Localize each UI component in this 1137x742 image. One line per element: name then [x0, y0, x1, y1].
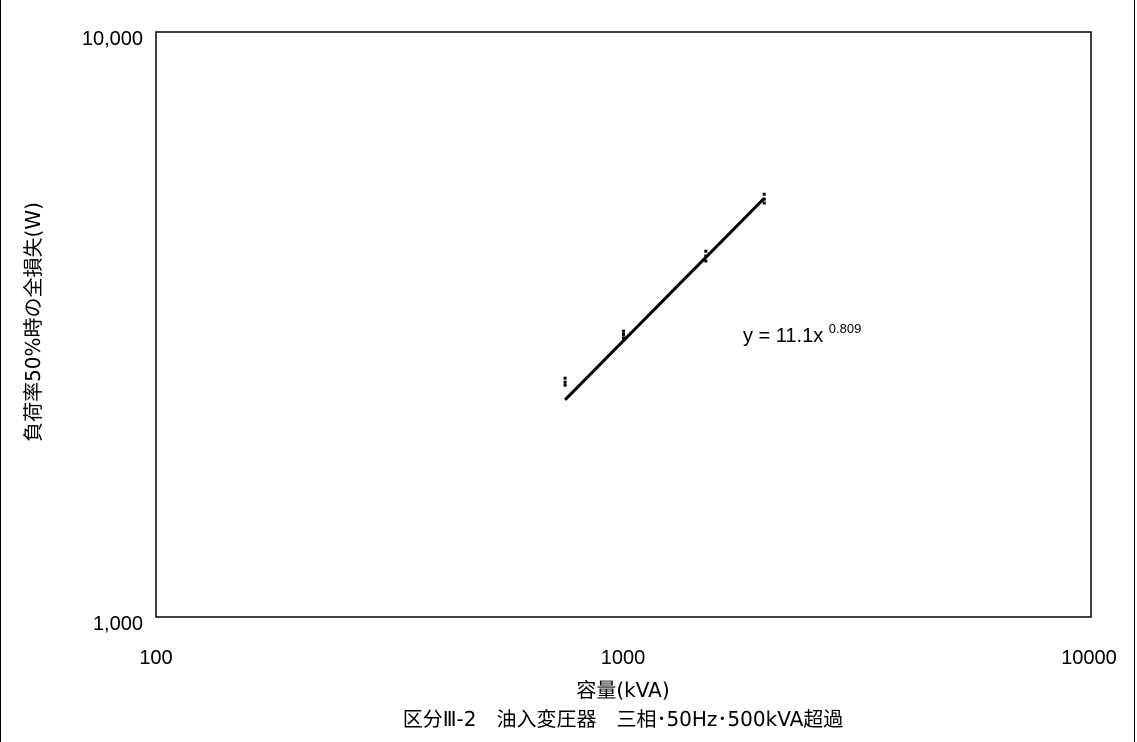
- x-axis-title: 容量(kVA): [576, 678, 669, 702]
- chart-title: 区分Ⅲ-2 油入変圧器 三相･50Hz･500kVA超過: [403, 707, 844, 731]
- data-point: [704, 259, 708, 263]
- plot-area: [155, 31, 1092, 618]
- trendline-equation-base: y = 11.1x: [743, 325, 823, 347]
- data-point: [622, 333, 625, 337]
- data-point: [622, 336, 625, 340]
- data-point: [704, 254, 708, 258]
- data-point: [762, 192, 766, 196]
- y-tick-label: 10,000: [82, 28, 143, 50]
- trendline-equation: y = 11.1x 0.809: [743, 321, 861, 347]
- x-tick-label: 1000: [601, 647, 646, 669]
- data-point: [563, 376, 567, 380]
- data-point: [563, 383, 567, 387]
- trendline-equation-exponent: 0.809: [829, 321, 862, 336]
- data-point: [704, 249, 708, 253]
- data-point: [622, 329, 625, 333]
- trendline: [564, 197, 766, 401]
- x-tick-label: 100: [139, 647, 172, 669]
- data-point: [762, 197, 766, 201]
- y-tick-label: 1,000: [93, 613, 143, 635]
- chart-marks: [563, 192, 766, 401]
- x-tick-label: 10000: [1061, 647, 1117, 669]
- data-point: [762, 201, 766, 205]
- y-axis-title: 負荷率50%時の全損失(W): [21, 202, 45, 442]
- data-point: [563, 380, 567, 384]
